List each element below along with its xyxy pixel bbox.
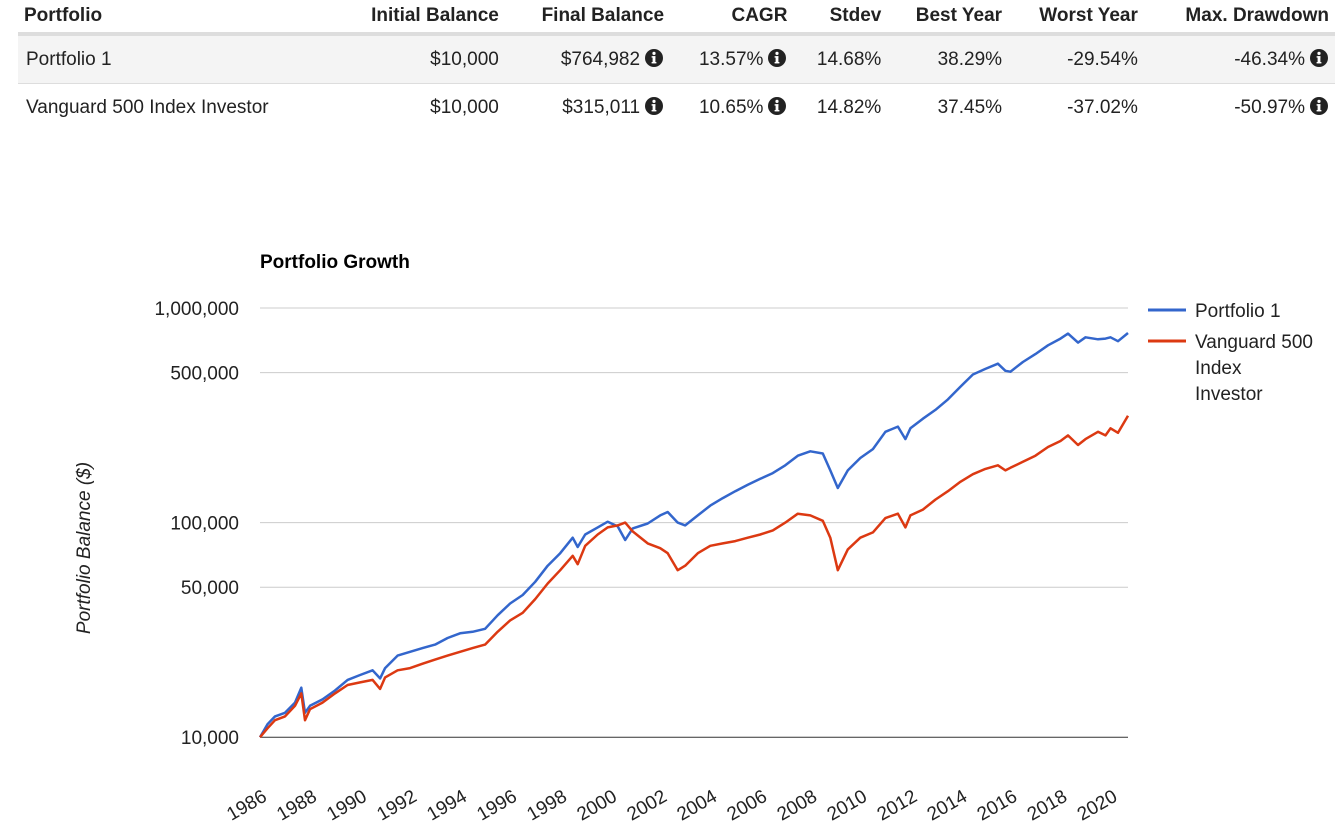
table-header-row: Portfolio Initial Balance Final Balance … <box>18 0 1335 36</box>
portfolio-name: Vanguard 500 Index Investor <box>26 96 269 118</box>
x-tick-label: 2000 <box>574 786 621 825</box>
x-tick-label: 2012 <box>874 786 921 825</box>
portfolio-growth-chart: Portfolio Growth Portfolio Balance ($) 1… <box>74 252 1313 826</box>
portfolio-name: Portfolio 1 <box>18 34 334 84</box>
y-tick-label: 10,000 <box>181 728 239 749</box>
col-header-final-balance: Final Balance <box>504 0 671 36</box>
col-header-cagr: CAGR <box>670 0 794 36</box>
best-year: 37.45% <box>937 96 1003 118</box>
x-tick-label: 1990 <box>323 786 370 825</box>
x-tick-label: 2010 <box>824 786 871 825</box>
x-tick-label: 1998 <box>524 786 571 825</box>
x-axis-ticks: 1986 1988 1990 1992 1994 1996 1998 2000 2002 2004… <box>223 786 1121 826</box>
info-circle-icon[interactable] <box>767 96 787 116</box>
x-tick-label: 1986 <box>223 786 270 825</box>
y-axis-label: Portfolio Balance ($) <box>74 462 95 634</box>
legend-label: Portfolio 1 <box>1195 301 1281 322</box>
col-header-portfolio: Portfolio <box>18 0 334 36</box>
x-tick-label: 2006 <box>724 786 771 825</box>
cagr-cell: 13.57% <box>670 34 794 84</box>
x-tick-label: 2008 <box>774 786 821 825</box>
x-tick-label: 2014 <box>924 786 971 826</box>
final-balance: $315,011 <box>562 97 641 118</box>
col-header-best-year: Best Year <box>887 0 1009 36</box>
table-row: Portfolio 1 $10,000 $764,982 13.57% 14.6… <box>18 34 1335 84</box>
chart-title: Portfolio Growth <box>260 252 410 273</box>
y-tick-label: 50,000 <box>181 578 239 599</box>
stdev: 14.82% <box>816 96 882 118</box>
summary-table: Portfolio Initial Balance Final Balance … <box>18 0 1335 131</box>
cagr-cell: 10.65% <box>670 84 793 132</box>
info-circle-icon[interactable] <box>767 48 787 68</box>
final-balance-cell: $315,011 <box>505 84 670 132</box>
series-line <box>259 415 1130 739</box>
max-drawdown: -46.34% <box>1234 49 1305 70</box>
legend-label: Vanguard 500 Index Investor <box>1195 332 1313 405</box>
max-drawdown-cell: -50.97% <box>1144 84 1335 132</box>
initial-balance: $10,000 <box>430 96 499 118</box>
x-tick-label: 1992 <box>373 786 420 825</box>
best-year: 38.29% <box>887 34 1009 84</box>
x-tick-label: 2004 <box>674 786 721 826</box>
max-drawdown-cell: -46.34% <box>1143 34 1335 84</box>
x-tick-label: 1988 <box>273 786 320 825</box>
x-tick-label: 2002 <box>624 786 671 825</box>
x-tick-label: 2020 <box>1074 786 1121 825</box>
y-tick-label: 100,000 <box>170 514 239 535</box>
stdev: 14.68% <box>793 34 888 84</box>
info-circle-icon[interactable] <box>644 48 664 68</box>
y-tick-label: 1,000,000 <box>154 299 239 320</box>
col-header-initial-balance: Initial Balance <box>333 0 505 36</box>
initial-balance: $10,000 <box>333 34 505 84</box>
col-header-worst-year: Worst Year <box>1008 0 1144 36</box>
info-circle-icon[interactable] <box>644 96 664 116</box>
x-tick-label: 2018 <box>1024 786 1071 825</box>
worst-year: -29.54% <box>1008 34 1144 84</box>
x-tick-label: 1996 <box>474 786 521 825</box>
x-tick-label: 2016 <box>974 786 1021 825</box>
col-header-max-drawdown: Max. Drawdown <box>1143 0 1335 36</box>
x-tick-label: 1994 <box>423 786 470 826</box>
legend: Portfolio 1 Vanguard 500 Index Investor <box>1148 301 1313 405</box>
cagr: 10.65% <box>698 97 764 118</box>
series-lines <box>258 332 1130 739</box>
info-circle-icon[interactable] <box>1309 96 1329 116</box>
final-balance: $764,982 <box>560 49 641 70</box>
col-header-stdev: Stdev <box>793 0 888 36</box>
y-axis-ticks: 10,000 50,000 100,000 500,000 1,000,000 <box>154 299 239 749</box>
final-balance-cell: $764,982 <box>504 34 671 84</box>
y-tick-label: 500,000 <box>170 364 239 385</box>
cagr: 13.57% <box>698 49 764 70</box>
series-line <box>258 332 1129 738</box>
info-circle-icon[interactable] <box>1309 48 1329 68</box>
max-drawdown: -50.97% <box>1234 97 1305 118</box>
table-row: Vanguard 500 Index Investor $10,000 $315… <box>18 84 1335 132</box>
worst-year: -37.02% <box>1067 96 1138 118</box>
grid-lines <box>260 307 1128 738</box>
